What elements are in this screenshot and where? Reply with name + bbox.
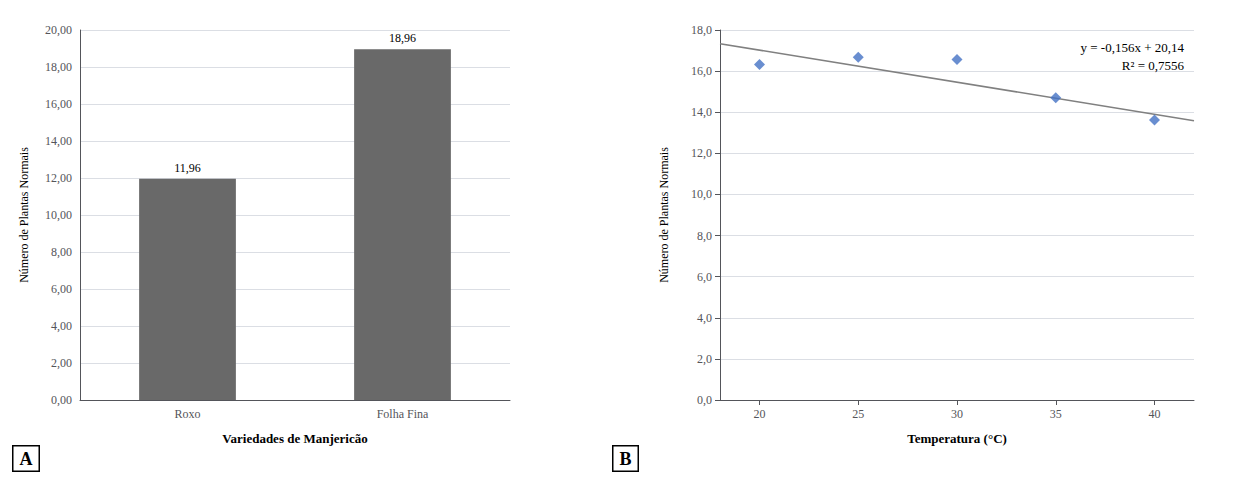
svg-text:40: 40 (1149, 407, 1161, 421)
svg-text:10,00: 10,00 (45, 208, 72, 222)
svg-text:8,0: 8,0 (697, 229, 712, 243)
svg-text:25: 25 (852, 407, 864, 421)
svg-text:4,00: 4,00 (51, 319, 72, 333)
svg-text:16,00: 16,00 (45, 97, 72, 111)
svg-text:y = -0,156x + 20,14: y = -0,156x + 20,14 (1081, 40, 1185, 55)
svg-text:0,0: 0,0 (697, 393, 712, 407)
svg-text:30: 30 (951, 407, 963, 421)
svg-text:14,0: 14,0 (691, 105, 712, 119)
svg-text:16,0: 16,0 (691, 64, 712, 78)
svg-text:12,0: 12,0 (691, 146, 712, 160)
svg-text:Número de Plantas Normais: Número de Plantas Normais (657, 147, 671, 283)
svg-text:R² = 0,7556: R² = 0,7556 (1122, 58, 1185, 73)
svg-text:6,0: 6,0 (697, 270, 712, 284)
svg-text:18,96: 18,96 (389, 31, 416, 45)
svg-text:Temperatura (°C): Temperatura (°C) (907, 431, 1007, 446)
svg-text:12,00: 12,00 (45, 171, 72, 185)
svg-text:0,00: 0,00 (51, 393, 72, 407)
svg-text:20,00: 20,00 (45, 23, 72, 37)
svg-text:18,0: 18,0 (691, 23, 712, 37)
svg-text:10,0: 10,0 (691, 187, 712, 201)
svg-text:A: A (20, 449, 33, 469)
svg-text:B: B (620, 449, 632, 469)
svg-text:20: 20 (754, 407, 766, 421)
svg-text:4,0: 4,0 (697, 311, 712, 325)
svg-text:8,00: 8,00 (51, 245, 72, 259)
svg-text:Número de Plantas Normais: Número de Plantas Normais (17, 147, 31, 283)
svg-text:35: 35 (1050, 407, 1062, 421)
svg-text:Variedades de Manjericão: Variedades de Manjericão (222, 431, 367, 446)
svg-text:2,0: 2,0 (697, 352, 712, 366)
svg-text:11,96: 11,96 (174, 161, 201, 175)
svg-text:14,00: 14,00 (45, 134, 72, 148)
svg-text:6,00: 6,00 (51, 282, 72, 296)
svg-text:18,00: 18,00 (45, 60, 72, 74)
svg-text:2,00: 2,00 (51, 356, 72, 370)
svg-text:Roxo: Roxo (174, 407, 200, 421)
svg-text:Folha Fina: Folha Fina (377, 407, 429, 421)
